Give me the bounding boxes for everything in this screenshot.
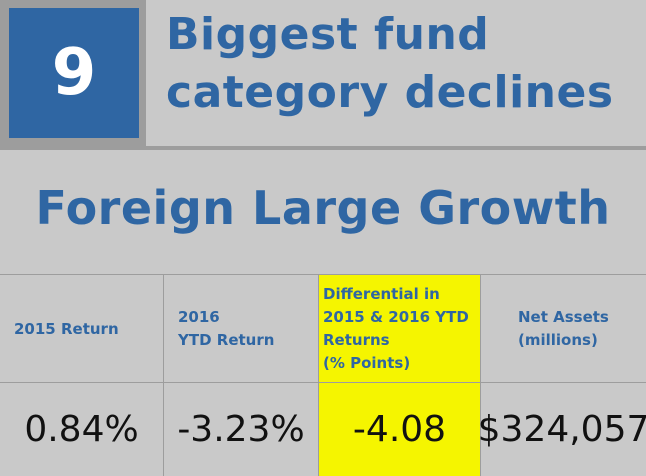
column-header: 2016 YTD Return	[178, 308, 275, 349]
header-divider	[0, 146, 646, 150]
cell-value: 0.84%	[24, 409, 139, 450]
column-net-assets: Net Assets (millions) $324,057	[477, 275, 646, 476]
page-title: Biggest fund category declines	[166, 9, 614, 118]
category-title: Foreign Large Growth	[35, 181, 611, 235]
table-row-divider	[0, 382, 646, 383]
stats-table: 2015 Return 0.84% 2016 YTD Return -3.23%…	[0, 274, 646, 476]
column-2016-ytd-return: 2016 YTD Return -3.23%	[164, 275, 319, 476]
rank-frame: 9	[0, 0, 146, 146]
cell-value: -3.23%	[177, 409, 305, 450]
rank-badge: 9	[9, 8, 139, 138]
cell-value: -4.08	[352, 409, 447, 450]
column-header: Differential in 2015 & 2016 YTD Returns …	[323, 285, 469, 372]
cell-value: $324,057	[477, 409, 646, 450]
column-2015-return: 2015 Return 0.84%	[0, 275, 164, 476]
rank-number: 9	[51, 36, 97, 110]
column-header: 2015 Return	[14, 319, 119, 338]
header: 9 Biggest fund category declines	[0, 0, 646, 146]
column-header: Net Assets (millions)	[518, 308, 609, 349]
column-differential: Differential in 2015 & 2016 YTD Returns …	[319, 275, 481, 476]
